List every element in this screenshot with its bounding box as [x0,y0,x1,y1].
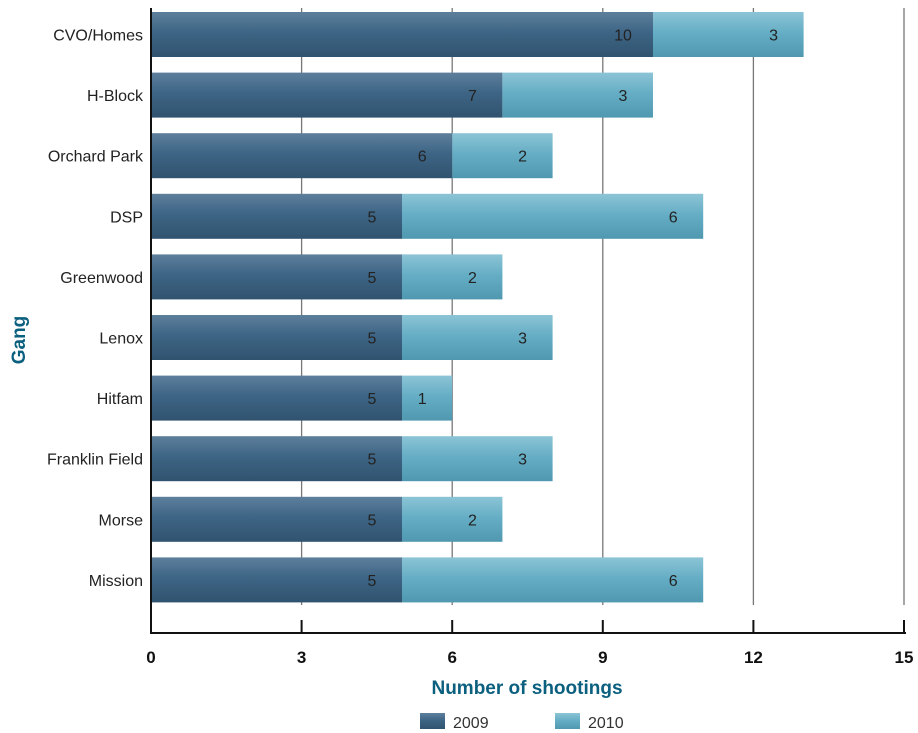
data-label: 2 [468,512,477,529]
bar-segment [402,557,704,603]
data-label: 2 [518,149,527,166]
legend-label: 2009 [453,715,489,732]
category-label: Orchard Park [48,149,144,166]
bar-segment [402,193,704,239]
category-label: Lenox [99,331,143,348]
bar-segment [402,375,453,421]
x-tick-label: 6 [447,648,456,667]
data-label: 3 [619,88,628,105]
data-label: 6 [669,573,678,590]
category-label: Hitfam [97,391,143,408]
legend: 2009 2010 [420,713,624,732]
axes [150,8,906,634]
category-label: Mission [89,573,143,590]
bar-segment [653,12,804,57]
bar-segment [151,72,503,118]
x-axis-title: Number of shootings [431,678,622,699]
data-label: 3 [518,452,527,469]
data-label: 5 [368,270,377,287]
x-tick-label: 12 [744,648,763,667]
category-label: Greenwood [60,270,143,287]
data-label: 7 [468,88,477,105]
data-label: 5 [368,391,377,408]
bar-segment [402,496,503,542]
bar-segment [151,133,453,179]
bar-segment [402,436,553,482]
bar-segment [151,557,402,603]
bar-segment [502,72,653,118]
data-label: 5 [368,573,377,590]
data-label: 6 [669,209,678,226]
x-tick-label: 15 [895,648,914,667]
legend-swatch [420,713,445,729]
data-label: 6 [418,149,427,166]
x-tick-label: 0 [146,648,155,667]
data-label: 1 [418,391,427,408]
data-label: 10 [614,28,632,45]
data-label: 3 [769,28,778,45]
bar-segment [402,315,553,360]
bar-segment [151,436,402,482]
bar-segment [151,12,653,57]
bar-segment [402,254,503,300]
data-label: 3 [518,331,527,348]
category-label: DSP [110,209,143,226]
legend-label: 2010 [588,715,624,732]
data-label: 5 [368,209,377,226]
data-label: 5 [368,331,377,348]
category-label: H-Block [87,88,144,105]
legend-swatch [555,713,580,729]
y-axis-title: Gang [9,316,30,365]
bar-segment [151,496,402,542]
data-label: 5 [368,452,377,469]
x-tick-label: 9 [598,648,607,667]
category-label: CVO/Homes [53,28,143,45]
bar-segment [452,133,553,179]
data-label: 5 [368,512,377,529]
bar-segment [151,315,402,360]
data-label: 2 [468,270,477,287]
bar-segment [151,193,402,239]
bars [151,12,804,603]
category-label: Franklin Field [47,452,143,469]
bar-segment [151,254,402,300]
x-tick-label: 3 [297,648,306,667]
bar-segment [151,375,402,421]
category-label: Morse [99,512,144,529]
